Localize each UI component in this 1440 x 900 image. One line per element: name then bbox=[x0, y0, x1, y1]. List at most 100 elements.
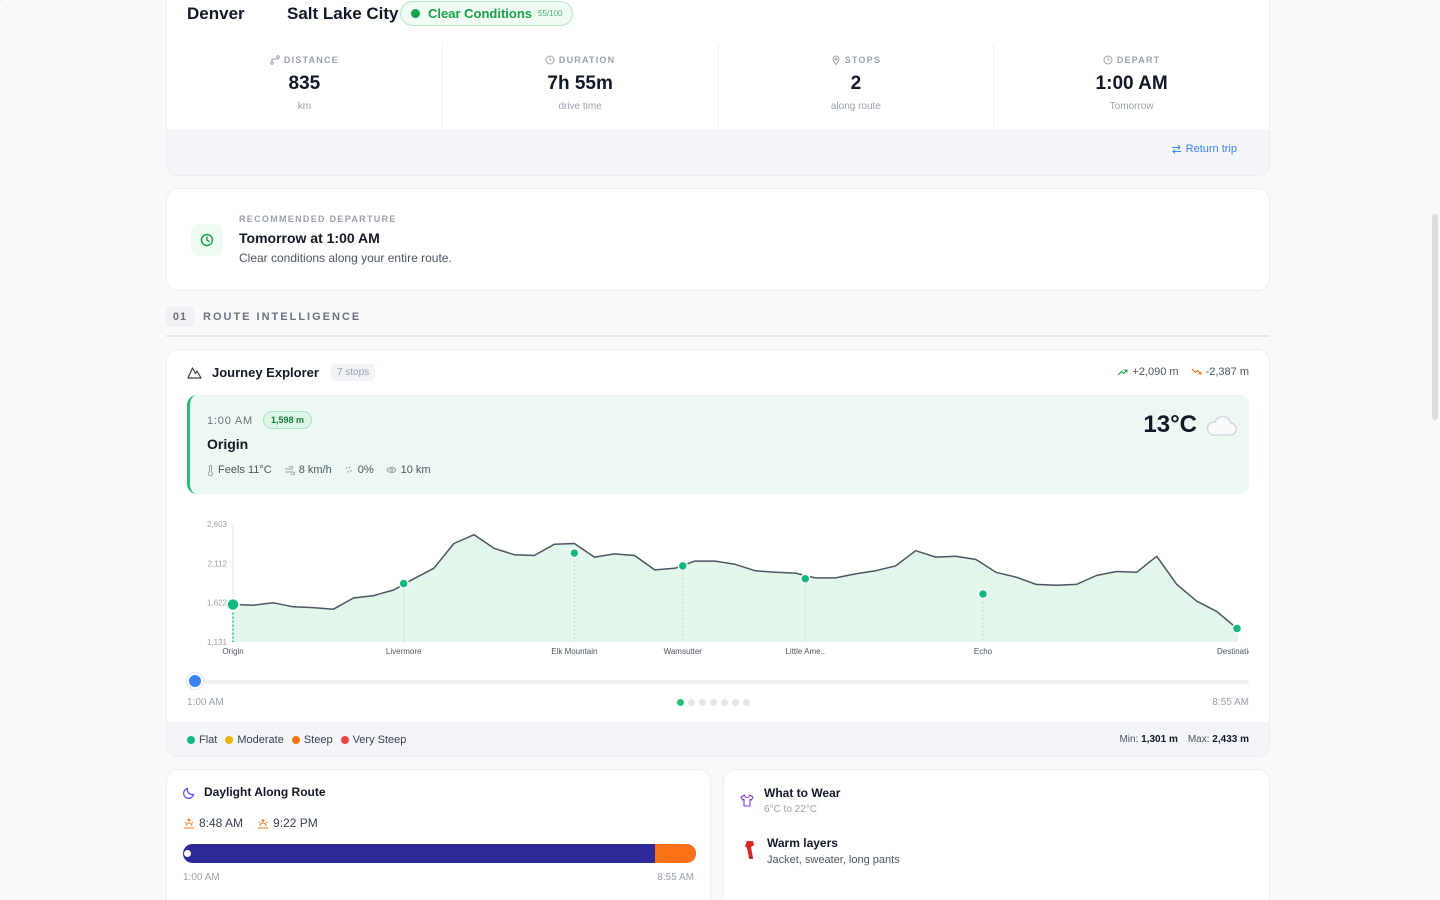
precipitation: 0% bbox=[357, 464, 374, 476]
stop-marker bbox=[398, 578, 409, 589]
what-to-wear-card: What to Wear 6°C to 22°C Warm layers Jac… bbox=[723, 769, 1270, 900]
wear-title: What to Wear bbox=[764, 786, 841, 800]
timeline-start: 1:00 AM bbox=[187, 697, 224, 708]
elevation-loss: -2,387 m bbox=[1205, 366, 1249, 378]
y-tick-label: 1,622 bbox=[207, 599, 228, 608]
pager-dot[interactable] bbox=[699, 699, 706, 706]
pager-dot[interactable] bbox=[688, 699, 695, 706]
daylight-bar-light-segment bbox=[654, 844, 696, 863]
max-value: 2,433 m bbox=[1212, 734, 1249, 745]
stat-stops: STOPS 2 along route bbox=[719, 43, 995, 129]
stat-sub: Tomorrow bbox=[1109, 101, 1154, 112]
y-tick-label: 1,131 bbox=[207, 638, 228, 647]
recommended-departure-card: RECOMMENDED DEPARTURE Tomorrow at 1:00 A… bbox=[166, 188, 1270, 291]
y-tick-label: 2,112 bbox=[208, 559, 228, 568]
journey-explorer-card: Journey Explorer 7 stops +2,090 m -2,387… bbox=[166, 349, 1270, 757]
stop-time: 1:00 AM bbox=[207, 415, 253, 427]
daylight-bar-marker bbox=[184, 850, 191, 857]
timeline-end: 8:55 AM bbox=[1212, 697, 1249, 708]
elevation-gain: +2,090 m bbox=[1132, 366, 1179, 378]
stat-duration: DURATION 7h 55m drive time bbox=[443, 43, 719, 129]
stat-value: 7h 55m bbox=[547, 73, 613, 94]
return-trip-button[interactable]: Return trip bbox=[1171, 143, 1237, 155]
stop-label: Little Ame.. bbox=[785, 647, 825, 656]
legend-label: Flat bbox=[199, 734, 218, 746]
daylight-panel: Daylight Along Route 8:48 AM 9:22 PM 1:0… bbox=[166, 769, 711, 900]
stat-distance: DISTANCE 835 km bbox=[167, 43, 443, 129]
clock-icon bbox=[1103, 55, 1113, 65]
wear-item: Warm layers Jacket, sweater, long pants bbox=[767, 836, 900, 866]
thermometer-icon bbox=[208, 464, 213, 476]
stop-label: Wamsutter bbox=[664, 647, 703, 656]
legend-item: Moderate bbox=[225, 734, 284, 746]
min-value: 1,301 m bbox=[1141, 734, 1178, 745]
stat-label: STOPS bbox=[844, 55, 882, 65]
legend-swatch bbox=[340, 736, 349, 744]
stop-label: Origin bbox=[222, 647, 243, 656]
legend-swatch bbox=[225, 736, 234, 744]
trend-up-icon bbox=[1118, 369, 1128, 376]
sunrise-icon bbox=[184, 817, 194, 828]
legend-label: Very Steep bbox=[352, 734, 407, 746]
cloud-icon bbox=[1206, 415, 1237, 436]
legend-label: Steep bbox=[303, 734, 333, 746]
pager-dot[interactable] bbox=[743, 699, 750, 706]
elevation-area bbox=[233, 534, 1237, 642]
legend-item: Flat bbox=[187, 734, 217, 746]
max-label: Max: bbox=[1187, 734, 1210, 745]
stat-sub: drive time bbox=[558, 101, 602, 112]
stop-pager[interactable] bbox=[677, 699, 750, 706]
stop-name: Origin bbox=[207, 436, 249, 452]
stat-value: 1:00 AM bbox=[1095, 73, 1168, 94]
sunrise-time: 8:48 AM bbox=[199, 816, 244, 830]
moon-icon bbox=[183, 787, 195, 799]
origin-city: Denver bbox=[187, 4, 245, 23]
journey-title: Journey Explorer bbox=[212, 365, 319, 380]
wear-range: 6°C to 22°C bbox=[764, 804, 818, 815]
stat-label: DISTANCE bbox=[283, 55, 339, 65]
pager-dot[interactable] bbox=[677, 699, 684, 706]
stat-sub: km bbox=[297, 101, 312, 112]
stop-temperature: 13°C bbox=[1143, 411, 1197, 438]
stop-marker bbox=[1231, 623, 1243, 634]
stop-marker bbox=[977, 588, 989, 600]
conditions-score: 55/100 bbox=[538, 9, 563, 18]
pager-dot[interactable] bbox=[732, 699, 739, 706]
elevation-minmax: Min: 1,301 m Max: 2,433 m bbox=[1119, 734, 1249, 745]
section-number: 01 bbox=[166, 307, 194, 327]
swap-icon bbox=[1171, 144, 1181, 154]
stop-marker bbox=[677, 560, 689, 572]
feels-like: Feels 11°C bbox=[218, 464, 272, 476]
wear-item-title: Warm layers bbox=[767, 836, 838, 850]
destination-city: Salt Lake City bbox=[287, 4, 399, 23]
status-dot-icon bbox=[411, 9, 420, 18]
legend-item: Steep bbox=[291, 734, 333, 746]
visibility: 10 km bbox=[400, 464, 431, 476]
wind-speed: 8 km/h bbox=[298, 464, 332, 476]
current-stop-card: 1:00 AM 1,598 m Origin Feels 11°C 8 km/h… bbox=[187, 395, 1249, 494]
daylight-start: 1:00 AM bbox=[183, 872, 220, 883]
drop-icon bbox=[345, 466, 352, 473]
elevation-summary: +2,090 m -2,387 m bbox=[1117, 366, 1249, 378]
stop-marker bbox=[226, 597, 240, 612]
sunset-icon bbox=[258, 818, 269, 828]
section-header: 01 ROUTE INTELLIGENCE bbox=[166, 307, 1270, 337]
stat-sub: along route bbox=[830, 101, 881, 112]
min-label: Min: bbox=[1119, 734, 1139, 745]
page-scrollbar[interactable] bbox=[1432, 214, 1438, 420]
stop-label: Echo bbox=[974, 647, 993, 656]
grade-legend: Flat Moderate Steep Very Steep bbox=[187, 734, 406, 746]
stat-value: 2 bbox=[850, 73, 862, 94]
stop-marker bbox=[800, 573, 811, 585]
timeline-slider-track[interactable] bbox=[187, 680, 1249, 684]
recommendation-title: Tomorrow at 1:00 AM bbox=[239, 230, 380, 246]
wear-item-desc: Jacket, sweater, long pants bbox=[767, 854, 900, 866]
timeline-slider-handle[interactable] bbox=[187, 673, 203, 689]
daylight-title: Daylight Along Route bbox=[204, 785, 326, 799]
clock-icon bbox=[191, 224, 223, 256]
stat-label: DURATION bbox=[558, 55, 616, 65]
scarf-icon bbox=[745, 841, 754, 859]
pager-dot[interactable] bbox=[721, 699, 728, 706]
pager-dot[interactable] bbox=[710, 699, 717, 706]
